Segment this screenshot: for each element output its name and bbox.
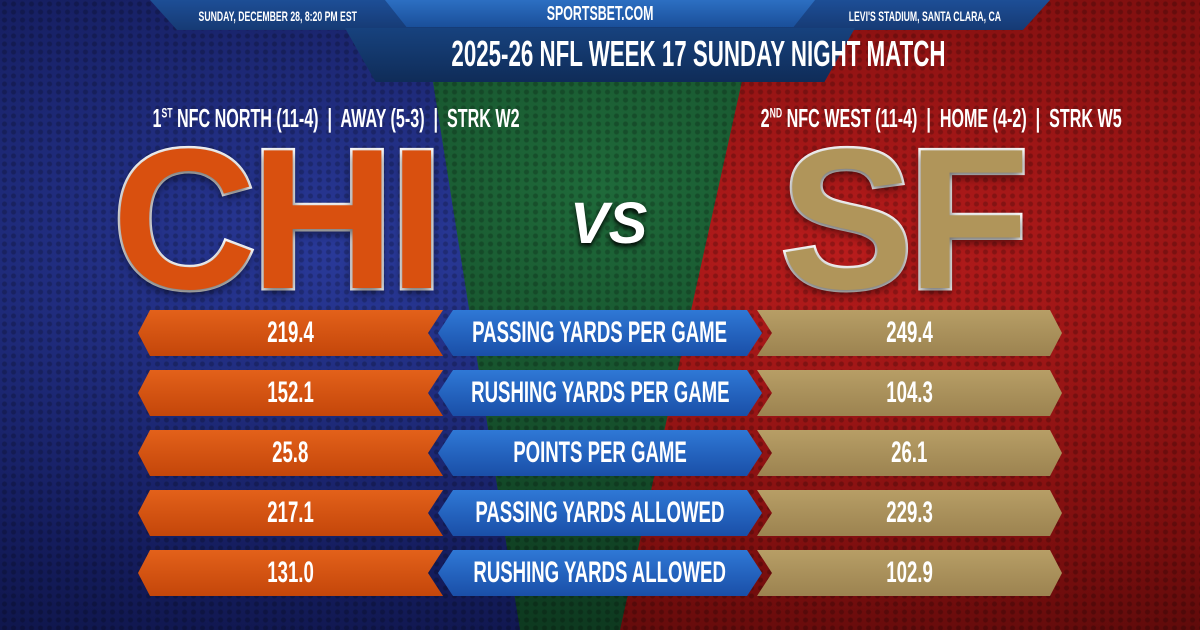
page-title: 2025-26 NFL WEEK 17 SUNDAY NIGHT MATCH [451, 33, 946, 74]
stat-label: RUSHING YARDS PER GAME [438, 370, 762, 416]
away-stat: 25.8 [138, 430, 443, 476]
game-date: SUNDAY, DECEMBER 28, 8:20 PM EST [198, 8, 357, 24]
title-bar [345, 28, 855, 82]
away-record: 1ST NFC NORTH (11-4) | AWAY (5-3) | STRK… [152, 103, 520, 133]
away-stat: 131.0 [138, 550, 443, 596]
home-stat: 26.1 [757, 430, 1062, 476]
away-stat: 152.1 [138, 370, 443, 416]
stat-label: POINTS PER GAME [438, 430, 762, 476]
stat-row: 131.0 RUSHING YARDS ALLOWED 102.9 [138, 550, 1062, 596]
stat-row: 25.8 POINTS PER GAME 26.1 [138, 430, 1062, 476]
stat-row: 219.4 PASSING YARDS PER GAME 249.4 [138, 310, 1062, 356]
away-stat: 217.1 [138, 490, 443, 536]
venue: LEVI'S STADIUM, SANTA CLARA, CA [848, 8, 1002, 24]
home-team-abbr: SF [778, 108, 1033, 331]
site-link[interactable]: SPORTSBET.COM [546, 3, 654, 25]
home-stat: 249.4 [757, 310, 1062, 356]
home-stat: 229.3 [757, 490, 1062, 536]
stat-label: PASSING YARDS PER GAME [438, 310, 762, 356]
vs-label: VS [570, 191, 648, 256]
stat-label: PASSING YARDS ALLOWED [438, 490, 762, 536]
stat-row: 152.1 RUSHING YARDS PER GAME 104.3 [138, 370, 1062, 416]
header-site-bar [385, 0, 815, 27]
away-team-abbr: CHI [109, 108, 446, 331]
away-stat: 219.4 [138, 310, 443, 356]
home-stat: 104.3 [757, 370, 1062, 416]
home-stat: 102.9 [757, 550, 1062, 596]
stat-label: RUSHING YARDS ALLOWED [438, 550, 762, 596]
stat-row: 217.1 PASSING YARDS ALLOWED 229.3 [138, 490, 1062, 536]
home-record: 2ND NFC WEST (11-4) | HOME (4-2) | STRK … [760, 103, 1122, 133]
